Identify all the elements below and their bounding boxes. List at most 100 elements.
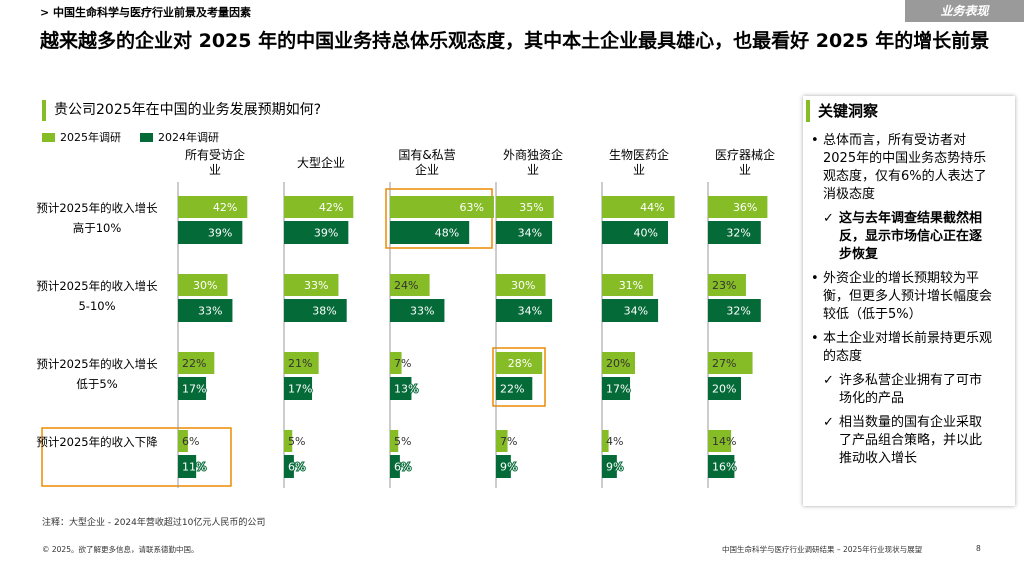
value-label: 33% xyxy=(198,305,222,318)
value-label: 23% xyxy=(712,279,736,292)
value-label: 30% xyxy=(193,279,217,292)
value-label: 6% xyxy=(288,461,305,474)
bar xyxy=(496,299,553,322)
group-label: 所有受访企业 xyxy=(184,148,245,177)
bar xyxy=(496,455,511,478)
group-label: 外商独资企业 xyxy=(502,148,563,177)
group-label: 生物医药企业 xyxy=(608,148,669,177)
legend-item: 2024年调研 xyxy=(140,129,219,145)
bar xyxy=(178,352,215,374)
bar xyxy=(284,299,347,322)
bar xyxy=(390,196,494,218)
value-label: 6% xyxy=(182,435,199,448)
insights-panel: 关键洞察 总体而言，所有受访者对2025年的中国业务态势持乐观态度，仅有6%的人… xyxy=(803,96,1015,506)
bar xyxy=(602,274,654,296)
bar xyxy=(602,299,659,322)
insight-item: 本土企业对增长前景持更乐观的态度 xyxy=(803,330,995,366)
bar xyxy=(602,352,635,374)
value-label: 20% xyxy=(606,357,630,370)
value-label: 34% xyxy=(624,305,648,318)
value-label: 4% xyxy=(606,435,623,448)
note: 注释：大型企业 - 2024年营收超过10亿元人民币的公司 xyxy=(42,518,266,528)
bar xyxy=(390,221,470,244)
report-name: 中国生命科学与医疗行业调研结果 – 2025年行业现状与展望 xyxy=(722,545,923,554)
bar xyxy=(708,221,761,244)
value-label: 32% xyxy=(726,305,750,318)
row-label: 预计2025年的收入增长5-10% xyxy=(36,279,158,313)
value-label: 39% xyxy=(208,227,232,240)
value-label: 34% xyxy=(518,305,542,318)
legend-swatch xyxy=(42,132,55,142)
value-label: 31% xyxy=(619,279,643,292)
insight-item: 相当数量的国有企业采取了产品组合策略，并以此推动收入增长 xyxy=(803,414,989,468)
value-label: 39% xyxy=(314,227,338,240)
row-label: 预计2025年的收入增长低于5% xyxy=(36,357,158,391)
legend-swatch xyxy=(140,132,153,142)
highlight-box xyxy=(41,427,232,487)
bar xyxy=(708,455,735,478)
breadcrumb: > 中国生命科学与医疗行业前景及考量因素 xyxy=(40,6,252,19)
value-label: 9% xyxy=(606,461,623,474)
value-label: 6% xyxy=(394,461,411,474)
value-label: 17% xyxy=(182,383,206,396)
bar xyxy=(602,377,631,400)
bar xyxy=(390,299,445,322)
bar xyxy=(708,352,753,374)
bar xyxy=(178,455,197,478)
chart: 42% 39% 30% 33% 22% 17% 6% 11% 42% 39% 33% 38% 21% 17… xyxy=(41,182,768,488)
value-label: 33% xyxy=(410,305,434,318)
bar xyxy=(284,430,293,452)
value-label: 11% xyxy=(182,461,206,474)
bar xyxy=(390,377,412,400)
copyright: © 2025。欲了解更多信息，请联系德勤中国。 xyxy=(42,545,199,554)
value-label: 22% xyxy=(500,383,524,396)
value-label: 24% xyxy=(394,279,418,292)
value-label: 5% xyxy=(394,435,411,448)
bar xyxy=(284,196,354,218)
bar xyxy=(708,274,746,296)
value-label: 42% xyxy=(319,201,343,214)
value-label: 20% xyxy=(712,383,736,396)
value-label: 9% xyxy=(500,461,517,474)
bar xyxy=(178,430,188,452)
bar xyxy=(284,221,349,244)
bar xyxy=(178,196,248,218)
bar xyxy=(602,455,617,478)
value-label: 48% xyxy=(435,227,459,240)
bar xyxy=(284,455,294,478)
value-label: 13% xyxy=(394,383,418,396)
bar xyxy=(496,274,546,296)
insight-item: 总体而言，所有受访者对2025年的中国业务态势持乐观态度，仅有6%的人表达了消极… xyxy=(803,132,995,204)
bar xyxy=(284,352,319,374)
group-label: 大型企业 xyxy=(296,155,345,170)
bar xyxy=(390,430,399,452)
bar xyxy=(390,352,402,374)
bar xyxy=(708,299,761,322)
bar xyxy=(496,377,533,400)
group-label: 国有&私营企业 xyxy=(398,148,456,177)
insights-title: 关键洞察 xyxy=(806,100,878,122)
bar xyxy=(602,196,675,218)
value-label: 33% xyxy=(304,279,328,292)
highlight-box xyxy=(385,188,493,249)
value-label: 17% xyxy=(288,383,312,396)
bar xyxy=(178,377,207,400)
value-label: 28% xyxy=(508,357,532,370)
bar xyxy=(602,430,609,452)
bar xyxy=(390,274,430,296)
legend-item: 2025年调研 xyxy=(42,129,121,145)
value-label: 63% xyxy=(459,201,483,214)
value-label: 42% xyxy=(213,201,237,214)
insight-item: 许多私营企业拥有了可市场化的产品 xyxy=(803,372,989,408)
value-label: 35% xyxy=(519,201,543,214)
value-label: 14% xyxy=(712,435,736,448)
value-label: 27% xyxy=(712,357,736,370)
bar xyxy=(496,430,508,452)
bar xyxy=(708,430,732,452)
legend-label: 2024年调研 xyxy=(158,131,219,144)
value-label: 16% xyxy=(712,461,736,474)
slide-title: 越来越多的企业对 2025 年的中国业务持总体乐观态度，其中本土企业最具雄心，也… xyxy=(40,30,990,52)
value-label: 17% xyxy=(606,383,630,396)
value-label: 30% xyxy=(511,279,535,292)
